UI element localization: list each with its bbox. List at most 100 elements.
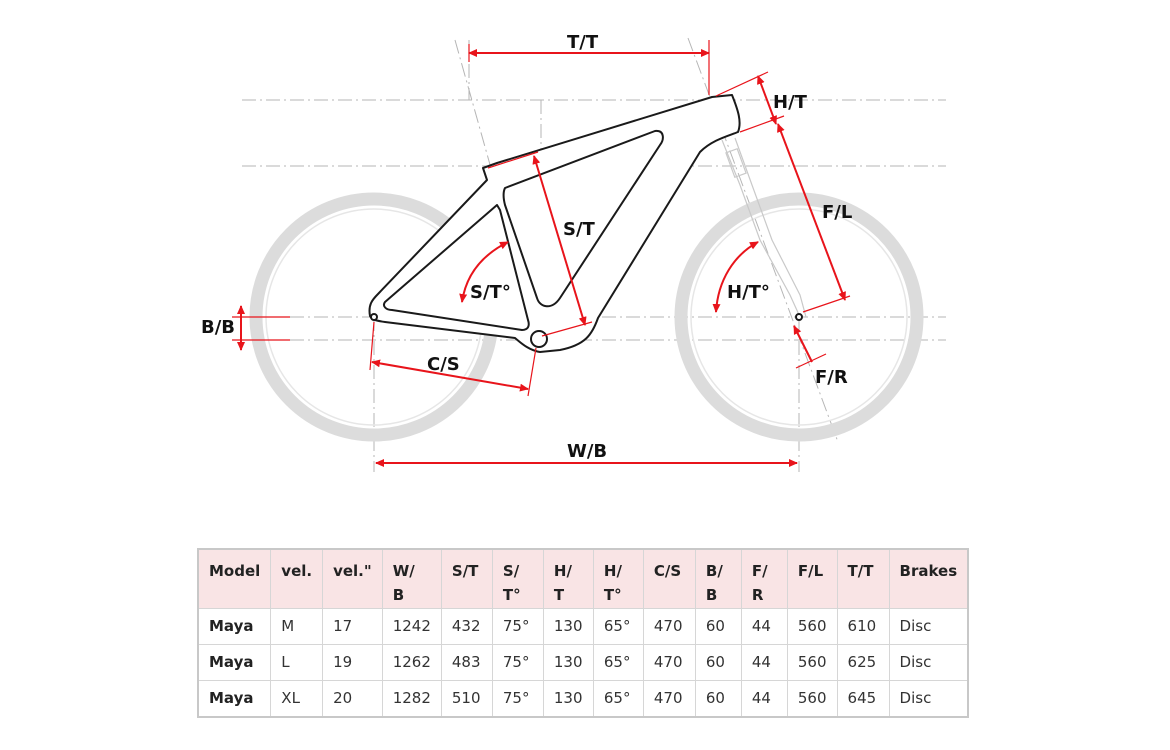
table-cell: 130 — [542, 679, 594, 717]
table-cell: XL — [270, 679, 324, 717]
table-cell: 625 — [836, 643, 890, 681]
table-cell: 75° — [491, 679, 544, 717]
column-header: vel." — [322, 548, 383, 609]
column-header-text: H/ — [553, 562, 572, 580]
column-header-text: T/T — [847, 562, 874, 580]
table-cell: 560 — [786, 679, 838, 717]
column-header: F/L — [786, 548, 838, 609]
column-header: S/T° — [491, 548, 544, 609]
table-cell: 130 — [542, 643, 594, 681]
table-cell: 60 — [694, 643, 742, 681]
column-header-text: vel. — [281, 562, 313, 580]
dimension-lines — [232, 40, 851, 467]
table-cell: 1262 — [381, 643, 442, 681]
column-header-text: T° — [502, 586, 521, 604]
column-header: H/T° — [592, 548, 644, 609]
table-cell: 1282 — [381, 679, 442, 717]
column-header-text: B — [705, 586, 718, 604]
column-header: H/T — [542, 548, 594, 609]
table-cell: Disc — [888, 607, 969, 645]
table-cell: Disc — [888, 643, 969, 681]
column-header: C/S — [642, 548, 696, 609]
table-cell: 645 — [836, 679, 890, 717]
geometry-diagram: T/T H/T F/L S/T S/T° H/T° B/B C/S F/R W/… — [201, 32, 946, 472]
table-cell: 130 — [542, 607, 594, 645]
fl-dimension — [777, 123, 846, 301]
table-cell: 75° — [491, 643, 544, 681]
table-cell: 60 — [694, 607, 742, 645]
table-cell: 483 — [440, 643, 493, 681]
model-cell: Maya — [197, 607, 272, 645]
table-cell: M — [270, 607, 324, 645]
column-header-text: F/ — [751, 562, 768, 580]
column-header: Model — [197, 548, 272, 609]
table-cell: 560 — [786, 643, 838, 681]
table-cell: 432 — [440, 607, 493, 645]
table-cell: 65° — [592, 643, 644, 681]
bb-label: B/B — [201, 317, 235, 338]
cs-label: C/S — [427, 354, 460, 375]
table-cell: 20 — [322, 679, 383, 717]
model-cell: Maya — [197, 643, 272, 681]
table-cell: 1242 — [381, 607, 442, 645]
table-cell: 65° — [592, 607, 644, 645]
sta-label: S/T° — [470, 282, 511, 303]
fork — [721, 137, 807, 318]
column-header: B/B — [694, 548, 742, 609]
fr-label: F/R — [815, 367, 848, 388]
table-cell: 44 — [740, 679, 788, 717]
column-header-text: B/ — [705, 562, 723, 580]
column-header-text: T° — [603, 586, 622, 604]
column-header: W/B — [381, 548, 442, 609]
table-row: Maya XL 20 1282 510 75° 130 65° 470 60 44 560 645 Dis… — [197, 679, 969, 717]
ht-label: H/T — [773, 92, 808, 113]
column-header-text: H/ — [603, 562, 622, 580]
table-cell: 60 — [694, 679, 742, 717]
column-header: F/R — [740, 548, 788, 609]
column-header-text: B — [392, 586, 405, 604]
table-cell: 17 — [322, 607, 383, 645]
column-header-text: S/ — [502, 562, 520, 580]
fr-dimension — [793, 325, 813, 363]
st-dimension — [532, 155, 587, 326]
fl-label: F/L — [822, 202, 852, 223]
column-header-text: C/S — [653, 562, 682, 580]
table-cell: 19 — [322, 643, 383, 681]
table-cell: 510 — [440, 679, 493, 717]
table-row: Maya L 19 1262 483 75° 130 65° 470 60 44 560 625 Disc — [197, 643, 969, 681]
tt-label: T/T — [567, 32, 599, 53]
table-cell: 470 — [642, 607, 696, 645]
column-header-text: S/T — [451, 562, 479, 580]
sta-arc — [459, 241, 509, 303]
table-row: Maya M 17 1242 432 75° 130 65° 470 60 44 560 610 Disc — [197, 607, 969, 645]
column-header: vel. — [270, 548, 324, 609]
hta-arc — [712, 241, 759, 313]
table-cell: L — [270, 643, 324, 681]
hta-label: H/T° — [727, 282, 770, 303]
table-cell: 470 — [642, 679, 696, 717]
column-header-text: T — [553, 586, 565, 604]
column-header: Brakes — [888, 548, 969, 609]
column-header-text: R — [751, 586, 764, 604]
model-cell: Maya — [197, 679, 272, 717]
column-header-text: Brakes — [899, 562, 958, 580]
table-cell: 560 — [786, 607, 838, 645]
table-cell: 44 — [740, 643, 788, 681]
table-cell: 44 — [740, 607, 788, 645]
column-header-text: W/ — [392, 562, 415, 580]
table-cell: 65° — [592, 679, 644, 717]
table-cell: 75° — [491, 607, 544, 645]
column-header: S/T — [440, 548, 493, 609]
column-header-text: Model — [209, 562, 261, 580]
column-header-text: vel." — [333, 562, 372, 580]
table-header-row: Model vel. vel." W/B S/T S/T° H/T H/T° C/S B/B F/R… — [197, 548, 969, 609]
wb-label: W/B — [567, 441, 607, 462]
st-label: S/T — [563, 219, 596, 240]
cs-dimension — [371, 359, 529, 392]
table-cell: Disc — [888, 679, 969, 717]
table-cell: 470 — [642, 643, 696, 681]
geometry-table: Model vel. vel." W/B S/T S/T° H/T H/T° C/S B/B F/R… — [197, 548, 970, 718]
ht-dimension — [757, 75, 777, 125]
column-header: T/T — [836, 548, 890, 609]
column-header-text: F/L — [797, 562, 824, 580]
